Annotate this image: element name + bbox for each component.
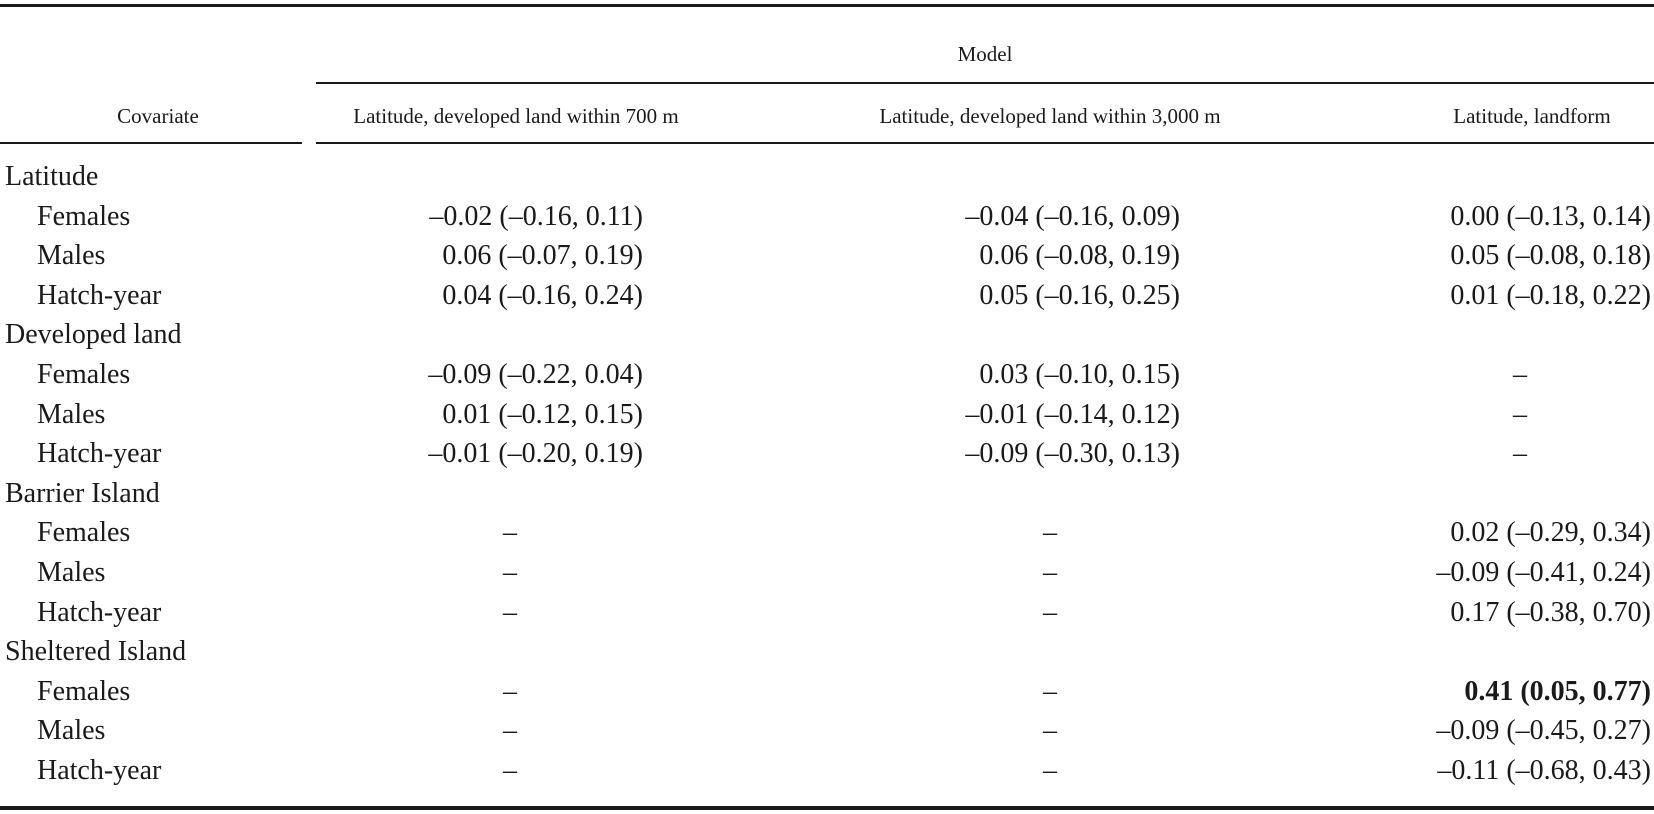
row-label: Females bbox=[37, 200, 131, 232]
bottom-rule bbox=[0, 806, 1654, 810]
table-body: Latitude Females –0.02 (–0.16, 0.11) –0.04 … bbox=[0, 157, 1654, 791]
estimate-cell: –0.09 (–0.45, 0.27) bbox=[1436, 715, 1651, 747]
estimate-cell: 0.01 (–0.18, 0.22) bbox=[1450, 279, 1651, 311]
table-row: Males – – –0.09 (–0.41, 0.24) bbox=[0, 553, 1654, 593]
table-row: Females – – 0.41 (0.05, 0.77) bbox=[0, 672, 1654, 712]
empty-cell: – bbox=[1513, 358, 1527, 390]
row-label: Females bbox=[37, 517, 131, 549]
estimate-cell: 0.05 (–0.08, 0.18) bbox=[1450, 240, 1651, 272]
empty-cell: – bbox=[1043, 517, 1057, 549]
empty-cell: – bbox=[503, 517, 517, 549]
empty-cell: – bbox=[503, 715, 517, 747]
table-row: Females –0.09 (–0.22, 0.04) 0.03 (–0.10, 0… bbox=[0, 355, 1654, 395]
table-row: Hatch-year –0.01 (–0.20, 0.19) –0.09 (–0.3… bbox=[0, 434, 1654, 474]
table-row: Males 0.06 (–0.07, 0.19) 0.06 (–0.08, 0.19… bbox=[0, 236, 1654, 276]
estimate-cell: –0.04 (–0.16, 0.09) bbox=[965, 200, 1180, 232]
estimate-cell: –0.09 (–0.41, 0.24) bbox=[1436, 556, 1651, 588]
empty-cell: – bbox=[1043, 556, 1057, 588]
estimate-cell: –0.02 (–0.16, 0.11) bbox=[429, 200, 643, 232]
table-row: Males 0.01 (–0.12, 0.15) –0.01 (–0.14, 0.1… bbox=[0, 395, 1654, 435]
table-row: Hatch-year – – 0.17 (–0.38, 0.70) bbox=[0, 593, 1654, 633]
group-row: Latitude bbox=[0, 157, 1654, 197]
estimate-cell: –0.01 (–0.20, 0.19) bbox=[428, 438, 643, 470]
table-row: Hatch-year 0.04 (–0.16, 0.24) 0.05 (–0.16,… bbox=[0, 276, 1654, 316]
row-label: Males bbox=[37, 240, 106, 272]
row-label: Males bbox=[37, 715, 106, 747]
estimate-cell: 0.04 (–0.16, 0.24) bbox=[442, 279, 643, 311]
empty-cell: – bbox=[1043, 596, 1057, 628]
top-rule bbox=[0, 4, 1654, 7]
group-row: Barrier Island bbox=[0, 474, 1654, 514]
column-header-landform: Latitude, landform bbox=[1453, 104, 1611, 128]
estimate-cell: 0.03 (–0.10, 0.15) bbox=[979, 358, 1180, 390]
estimate-cell: –0.11 (–0.68, 0.43) bbox=[1437, 754, 1651, 786]
empty-cell: – bbox=[1513, 438, 1527, 470]
empty-cell: – bbox=[503, 675, 517, 707]
estimate-cell: –0.09 (–0.30, 0.13) bbox=[965, 438, 1180, 470]
estimate-cell: 0.06 (–0.08, 0.19) bbox=[979, 240, 1180, 272]
table-row: Females –0.02 (–0.16, 0.11) –0.04 (–0.16, … bbox=[0, 197, 1654, 237]
estimate-cell: 0.00 (–0.13, 0.14) bbox=[1450, 200, 1651, 232]
group-label: Latitude bbox=[5, 161, 99, 192]
group-label: Developed land bbox=[5, 319, 182, 351]
empty-cell: – bbox=[1043, 715, 1057, 747]
column-header-rule bbox=[316, 142, 1654, 144]
empty-cell: – bbox=[503, 556, 517, 588]
estimate-cell: 0.05 (–0.16, 0.25) bbox=[979, 279, 1180, 311]
estimate-cell: 0.17 (–0.38, 0.70) bbox=[1450, 596, 1651, 628]
empty-cell: – bbox=[503, 754, 517, 786]
row-label: Females bbox=[37, 675, 131, 707]
estimate-cell: –0.09 (–0.22, 0.04) bbox=[428, 358, 643, 390]
row-label: Hatch-year bbox=[37, 279, 162, 311]
column-header-700m: Latitude, developed land within 700 m bbox=[353, 104, 679, 128]
estimate-cell: 0.06 (–0.07, 0.19) bbox=[442, 240, 643, 272]
column-header-3000m: Latitude, developed land within 3,000 m bbox=[879, 104, 1221, 128]
group-label: Barrier Island bbox=[5, 477, 160, 509]
estimate-cell: 0.02 (–0.29, 0.34) bbox=[1450, 517, 1651, 549]
covariate-header-rule bbox=[0, 142, 302, 144]
table-row: Males – – –0.09 (–0.45, 0.27) bbox=[0, 711, 1654, 751]
estimate-cell: 0.41 (0.05, 0.77) bbox=[1464, 675, 1651, 707]
row-label: Hatch-year bbox=[37, 438, 162, 470]
group-label: Sheltered Island bbox=[5, 636, 187, 668]
empty-cell: – bbox=[1043, 754, 1057, 786]
model-header: Model bbox=[957, 42, 1013, 66]
row-label: Males bbox=[37, 556, 106, 588]
group-row: Sheltered Island bbox=[0, 632, 1654, 672]
row-label: Females bbox=[37, 358, 131, 390]
estimate-cell: 0.01 (–0.12, 0.15) bbox=[442, 398, 643, 430]
row-label: Hatch-year bbox=[37, 596, 162, 628]
table-row: Hatch-year – – –0.11 (–0.68, 0.43) bbox=[0, 751, 1654, 791]
group-row: Developed land bbox=[0, 315, 1654, 355]
empty-cell: – bbox=[1043, 675, 1057, 707]
model-header-rule bbox=[316, 82, 1654, 84]
row-label: Hatch-year bbox=[37, 754, 162, 786]
estimate-cell: –0.01 (–0.14, 0.12) bbox=[965, 398, 1180, 430]
empty-cell: – bbox=[1513, 398, 1527, 430]
table-row: Females – – 0.02 (–0.29, 0.34) bbox=[0, 513, 1654, 553]
covariate-header: Covariate bbox=[117, 104, 199, 128]
row-label: Males bbox=[37, 398, 106, 430]
empty-cell: – bbox=[503, 596, 517, 628]
